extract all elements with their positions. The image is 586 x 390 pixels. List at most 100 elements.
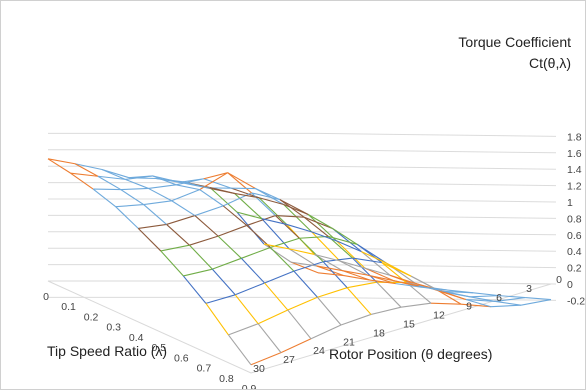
surface-line-l3-t8 bbox=[339, 260, 368, 276]
surface-line-l3-t6 bbox=[283, 204, 313, 233]
surface-line-t2-l3 bbox=[171, 200, 196, 217]
surface-line-t5-l5 bbox=[303, 216, 329, 237]
surface-line-l2-t6 bbox=[258, 197, 288, 225]
surface-line-t6-l1 bbox=[234, 192, 260, 199]
surface-line-l3-t2 bbox=[171, 189, 200, 202]
surface-line-t3-l5 bbox=[246, 225, 271, 248]
surface-line-l6-t2 bbox=[241, 246, 271, 259]
surface-line-t2-l8 bbox=[287, 309, 312, 340]
surface-line-t9-l2 bbox=[342, 269, 368, 276]
surface-line-t4-l0 bbox=[155, 177, 180, 183]
surface-line-l7-t5 bbox=[352, 257, 382, 264]
surface-line-t3-l4 bbox=[222, 205, 248, 226]
surface-line-t9-l0 bbox=[290, 261, 317, 267]
surface-line-t0-l8 bbox=[228, 334, 252, 366]
surface-line-t9-l4 bbox=[393, 280, 419, 287]
surface-line-l1-t9 bbox=[316, 265, 345, 277]
surface-line-l3-t1 bbox=[143, 200, 172, 206]
surface-line-l5-t6 bbox=[332, 228, 362, 253]
surface-line-t10-l7 bbox=[499, 295, 526, 299]
surface-line-l1-t1 bbox=[97, 175, 126, 180]
y-tick-label-5: 15 bbox=[403, 319, 415, 331]
surface-line-t2-l6 bbox=[240, 257, 265, 284]
x-tick-label-6: 0.6 bbox=[174, 352, 189, 364]
surface-line-t1-l7 bbox=[234, 294, 259, 325]
surface-line-l8-t9 bbox=[495, 297, 526, 302]
surface-line-l9-t2 bbox=[310, 324, 342, 340]
surface-line-t0-l2 bbox=[92, 188, 117, 208]
surface-line-t3-l7 bbox=[293, 270, 318, 298]
surface-line-t3-l3 bbox=[199, 189, 224, 207]
y-axis-title: Rotor Position (θ degrees) bbox=[329, 346, 493, 362]
surface-line-l9-t1 bbox=[280, 338, 312, 354]
surface-line-l9-t9 bbox=[520, 299, 552, 306]
z-tick-label-5: 0.8 bbox=[567, 213, 582, 225]
surface-line-t3-l6 bbox=[269, 247, 295, 272]
surface-line-t1-l4 bbox=[166, 224, 190, 246]
surface-line-t4-l5 bbox=[275, 215, 300, 239]
surface-line-l3-t0 bbox=[115, 204, 144, 208]
z-gridline-10 bbox=[48, 132, 557, 137]
surface-line-t5-l7 bbox=[352, 257, 378, 283]
surface-line-t6-l0 bbox=[209, 186, 235, 194]
surface-line-l4-t4 bbox=[251, 192, 281, 201]
surface-line-t9-l8 bbox=[495, 300, 522, 306]
surface-line-t8-l0 bbox=[263, 243, 290, 250]
surface-line-t7-l2 bbox=[286, 223, 312, 233]
surface-line-t0-l5 bbox=[160, 250, 184, 277]
surface-line-t6-l4 bbox=[307, 214, 334, 230]
surface-line-l2-t1 bbox=[120, 187, 149, 191]
surface-line-t7-l1 bbox=[261, 218, 287, 225]
surface-line-l5-t3 bbox=[246, 215, 276, 226]
surface-line-l9-t8 bbox=[490, 304, 522, 308]
surface-line-t6-l2 bbox=[258, 197, 284, 206]
z-gridline-3 bbox=[48, 247, 557, 252]
surface-line-t3-l0 bbox=[128, 175, 153, 179]
surface-line-t10-l4 bbox=[421, 286, 448, 291]
surface-line-t4-l2 bbox=[203, 172, 228, 180]
surface-line-l3-t4 bbox=[227, 172, 256, 190]
surface-line-t8-l2 bbox=[314, 253, 340, 262]
surface-line-l0-t7 bbox=[236, 211, 265, 245]
surface-line-t0-l6 bbox=[182, 275, 207, 304]
surface-line-t9-l3 bbox=[367, 274, 394, 282]
x-tick-label-4: 0.4 bbox=[129, 332, 144, 344]
y-tick-label-9: 3 bbox=[526, 283, 532, 295]
surface-line-l4-t2 bbox=[194, 205, 224, 217]
y-tick-label-7: 9 bbox=[466, 301, 472, 313]
surface-line-t2-l7 bbox=[264, 282, 289, 311]
surface-line-l9-t3 bbox=[340, 313, 372, 326]
z-tick-label-10: 1.8 bbox=[567, 131, 582, 143]
x-tick-label-7: 0.7 bbox=[197, 363, 212, 375]
z-gridline-5 bbox=[48, 214, 557, 219]
surface-line-l0-t6 bbox=[209, 187, 238, 213]
surface-line-l8-t3 bbox=[317, 287, 348, 298]
surface-line-l6-t5 bbox=[328, 235, 358, 245]
surface-line-l5-t1 bbox=[189, 235, 219, 246]
surface-line-t10-l6 bbox=[473, 292, 500, 297]
surface-line-t9-l6 bbox=[444, 290, 471, 298]
z-tick-label-9: 1.6 bbox=[567, 148, 582, 160]
z-gridline-4 bbox=[48, 231, 557, 236]
z-gridline-2 bbox=[48, 264, 557, 269]
surface-line-t1-l3 bbox=[143, 204, 167, 225]
surface-line-l0-t1 bbox=[74, 163, 103, 171]
surface-line-t2-l1 bbox=[125, 178, 149, 189]
surface-line-l9-t4 bbox=[370, 306, 402, 315]
x-tick-label-1: 0.1 bbox=[61, 301, 76, 313]
surface-line-l8-t0 bbox=[228, 323, 259, 336]
surface-line-l5-t2 bbox=[217, 224, 247, 237]
z-gridline-8 bbox=[48, 165, 557, 170]
z-axis-title-line1: Torque Coefficient bbox=[458, 34, 571, 50]
y-tick-label-1: 27 bbox=[283, 354, 295, 366]
z-tick-label-1: 0 bbox=[567, 279, 573, 291]
surface-line-t7-l3 bbox=[311, 231, 337, 242]
surface-line-t8-l3 bbox=[339, 260, 366, 269]
surface-line-l4-t7 bbox=[336, 240, 366, 269]
x-tick-label-9: 0.9 bbox=[242, 383, 257, 389]
surface-line-t7-l5 bbox=[361, 251, 387, 264]
surface-line-l1-t7 bbox=[261, 218, 290, 250]
